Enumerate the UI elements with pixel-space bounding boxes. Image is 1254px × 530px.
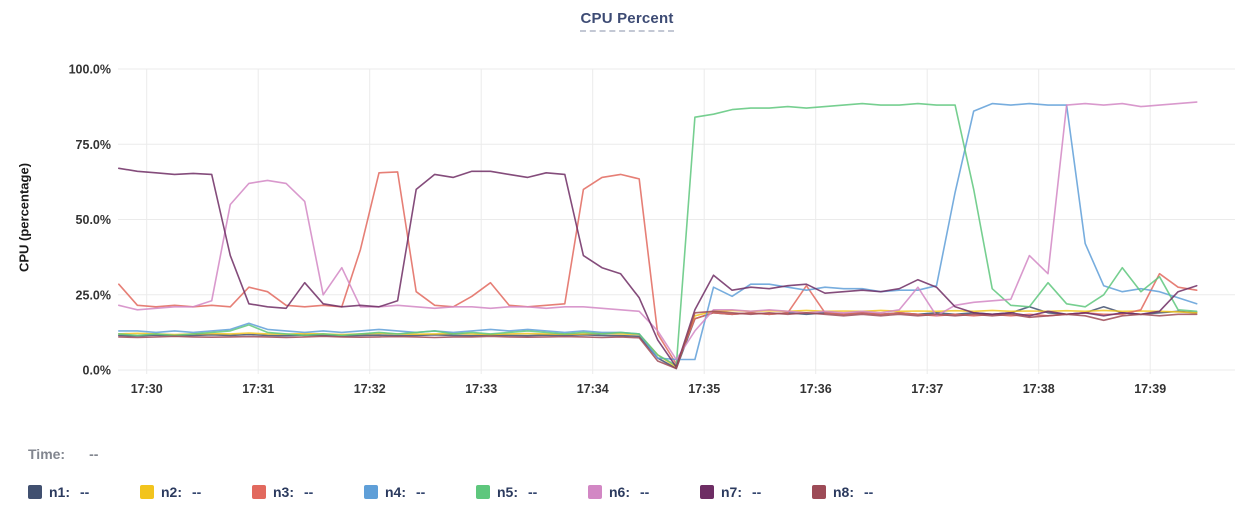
y-tick-label: 100.0% xyxy=(69,63,111,77)
legend-swatch-n2 xyxy=(140,485,154,499)
legend-item-n2[interactable]: n2: -- xyxy=(140,484,236,500)
legend-value-n7: -- xyxy=(752,484,762,500)
series-line-n4 xyxy=(118,102,1198,361)
legend-label-n5: n5: xyxy=(497,484,518,500)
series-line-n6 xyxy=(118,101,1198,361)
legend-item-n1[interactable]: n1: -- xyxy=(28,484,124,500)
series-line-n5 xyxy=(118,102,1198,367)
y-tick-label: 0.0% xyxy=(83,364,112,378)
legend-label-n3: n3: xyxy=(273,484,294,500)
y-tick-label: 25.0% xyxy=(76,288,111,302)
legend-item-n6[interactable]: n6: -- xyxy=(588,484,684,500)
x-tick-label: 17:33 xyxy=(465,382,497,396)
legend-value-n5: -- xyxy=(528,484,538,500)
y-tick-label: 75.0% xyxy=(76,138,111,152)
legend-swatch-n8 xyxy=(812,485,826,499)
legend-item-n8[interactable]: n8: -- xyxy=(812,484,908,500)
time-value: -- xyxy=(89,446,99,462)
legend-swatch-n3 xyxy=(252,485,266,499)
legend-value-n2: -- xyxy=(192,484,202,500)
y-tick-label: 50.0% xyxy=(76,213,111,227)
cpu-percent-chart[interactable]: 100.0% 75.0% 50.0% 25.0% 0.0% 17:30 17:31 17:32… xyxy=(0,0,1254,410)
time-label: Time: xyxy=(28,446,66,462)
legend-swatch-n5 xyxy=(476,485,490,499)
legend-item-n3[interactable]: n3: -- xyxy=(252,484,348,500)
x-tick-label: 17:38 xyxy=(1023,382,1055,396)
legend-label-n7: n7: xyxy=(721,484,742,500)
x-tick-label: 17:35 xyxy=(688,382,720,396)
chart-legend: n1: -- n2: -- n3: -- n4: -- n5: -- n6: -- n7: -- n8: -- xyxy=(28,484,924,500)
legend-value-n4: -- xyxy=(416,484,426,500)
time-row: Time: -- xyxy=(28,446,98,462)
legend-swatch-n1 xyxy=(28,485,42,499)
legend-value-n6: -- xyxy=(640,484,650,500)
legend-swatch-n4 xyxy=(364,485,378,499)
legend-label-n8: n8: xyxy=(833,484,854,500)
series-line-n7 xyxy=(118,167,1198,368)
x-tick-label: 17:39 xyxy=(1134,382,1166,396)
chart-title: CPU Percent xyxy=(580,10,674,32)
legend-value-n3: -- xyxy=(304,484,314,500)
legend-label-n4: n4: xyxy=(385,484,406,500)
legend-swatch-n6 xyxy=(588,485,602,499)
legend-label-n1: n1: xyxy=(49,484,70,500)
series-line-n8 xyxy=(118,310,1198,370)
legend-item-n4[interactable]: n4: -- xyxy=(364,484,460,500)
legend-value-n8: -- xyxy=(864,484,874,500)
legend-label-n6: n6: xyxy=(609,484,630,500)
x-tick-label: 17:32 xyxy=(354,382,386,396)
x-tick-label: 17:30 xyxy=(131,382,163,396)
x-tick-label: 17:37 xyxy=(911,382,943,396)
x-tick-label: 17:36 xyxy=(800,382,832,396)
legend-label-n2: n2: xyxy=(161,484,182,500)
legend-value-n1: -- xyxy=(80,484,90,500)
legend-item-n7[interactable]: n7: -- xyxy=(700,484,796,500)
legend-item-n5[interactable]: n5: -- xyxy=(476,484,572,500)
x-tick-label: 17:31 xyxy=(242,382,274,396)
chart-header: CPU Percent xyxy=(0,10,1254,32)
x-tick-label: 17:34 xyxy=(577,382,609,396)
legend-swatch-n7 xyxy=(700,485,714,499)
